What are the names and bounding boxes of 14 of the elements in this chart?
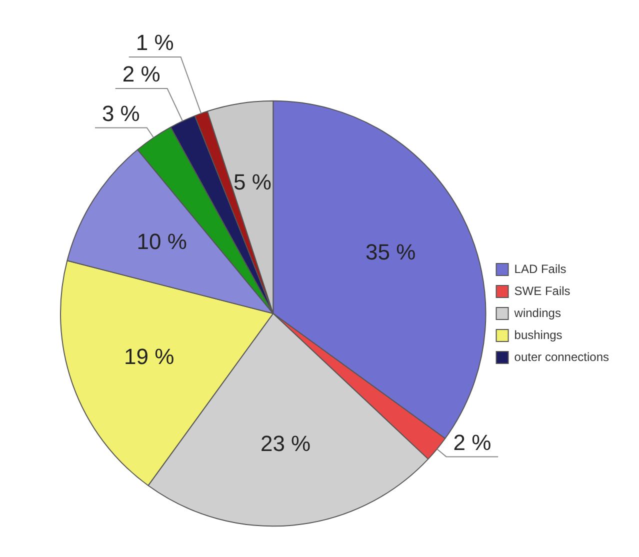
data-label: 2 % <box>453 430 492 455</box>
data-label: 1 % <box>136 30 174 56</box>
data-label: 10 % <box>136 228 187 254</box>
legend-label: outer connections <box>514 350 610 364</box>
legend-label: LAD Fails <box>514 262 566 276</box>
data-label: 2 % <box>122 62 160 87</box>
legend-label: SWE Fails <box>514 284 570 298</box>
data-label: 35 % <box>366 240 416 265</box>
legend-label: bushings <box>514 328 562 342</box>
data-label: 5 % <box>234 169 272 194</box>
data-label: 19 % <box>124 344 174 370</box>
data-label: 23 % <box>260 430 311 456</box>
legend-label: windings <box>513 306 561 320</box>
data-label: 3 % <box>102 100 140 126</box>
